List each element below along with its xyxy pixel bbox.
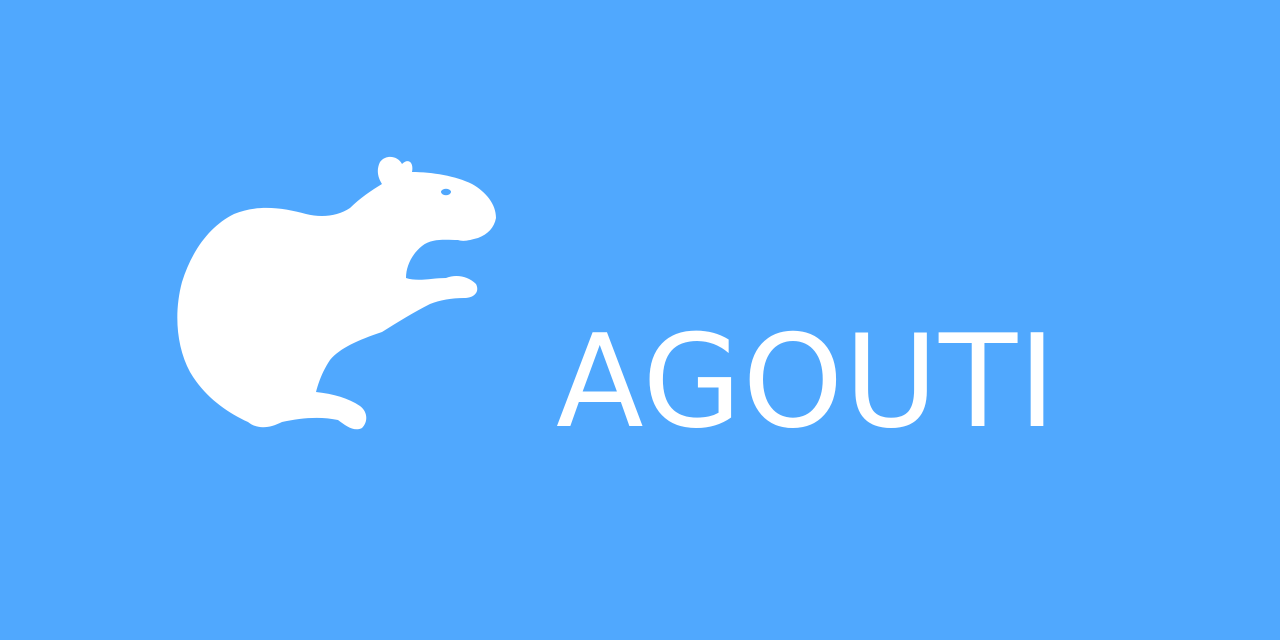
brand-title: AGOUTI: [556, 308, 1057, 457]
agouti-silhouette-icon: [177, 156, 497, 430]
eye-marking: [441, 188, 451, 196]
